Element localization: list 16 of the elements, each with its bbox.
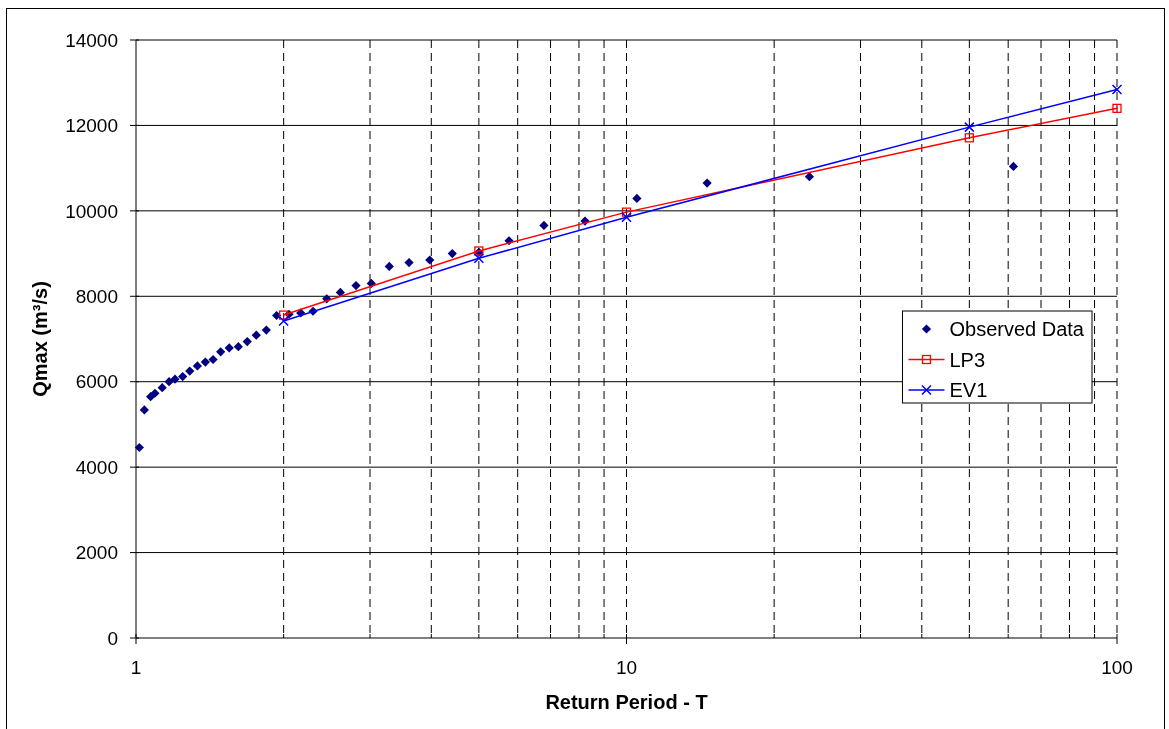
y-tick-label: 14000 [65, 29, 118, 51]
x-axis-title: Return Period - T [545, 691, 708, 713]
y-tick-label: 2000 [75, 542, 118, 564]
y-tick-label: 4000 [75, 456, 118, 478]
x-tick-label: 10 [615, 657, 638, 678]
y-tick-label: 6000 [75, 371, 118, 393]
x-tick-label: 1 [130, 657, 142, 678]
y-axis-title: Qmax (m³/s) [29, 281, 51, 397]
y-tick-label: 0 [107, 627, 118, 649]
legend-label: EV1 [949, 379, 988, 402]
x-tick-label: 100 [1101, 657, 1133, 678]
y-tick-label: 10000 [65, 200, 118, 222]
legend-label: Observed Data [949, 318, 1085, 341]
legend-label: LP3 [949, 348, 986, 371]
y-tick-label: 8000 [75, 285, 118, 307]
y-tick-label: 12000 [65, 115, 118, 137]
